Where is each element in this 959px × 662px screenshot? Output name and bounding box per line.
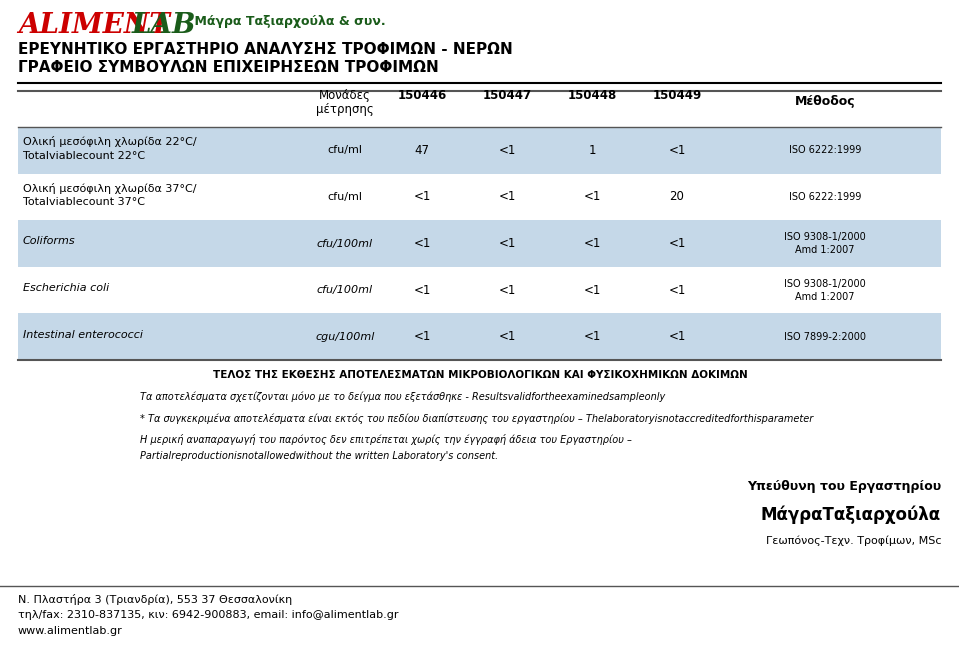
Text: Ολική μεσόφιλη χλωρίδα 37°C/
Totalviablecount 37°C: Ολική μεσόφιλη χλωρίδα 37°C/ Totalviable… xyxy=(23,183,197,207)
Text: <1: <1 xyxy=(413,283,431,297)
Text: ISO 9308-1/2000
Amd 1:2007: ISO 9308-1/2000 Amd 1:2007 xyxy=(784,279,866,302)
Text: <1: <1 xyxy=(668,330,686,343)
Text: www.alimentlab.gr: www.alimentlab.gr xyxy=(18,626,123,636)
Text: <1: <1 xyxy=(583,283,600,297)
Text: <1: <1 xyxy=(499,191,516,203)
Text: τηλ/fax: 2310-837135, κιν: 6942-900883, email: info@alimentlab.gr: τηλ/fax: 2310-837135, κιν: 6942-900883, … xyxy=(18,610,399,620)
Text: Τα αποτελέσματα σχετίζονται μόνο με το δείγμα που εξετάσθηκε - Resultsvalidforth: Τα αποτελέσματα σχετίζονται μόνο με το δ… xyxy=(140,392,666,402)
Text: 150446: 150446 xyxy=(397,89,447,102)
Text: <1: <1 xyxy=(499,237,516,250)
Text: <1: <1 xyxy=(583,237,600,250)
Text: 20: 20 xyxy=(669,191,685,203)
Bar xyxy=(18,313,941,360)
Text: 1: 1 xyxy=(588,144,596,157)
Text: ΤΕΛΟΣ ΤΗΣ ΕΚΘΕΣΗΣ ΑΠΟΤΕΛΕΣΜΑΤΩΝ ΜΙΚΡΟΒΙΟΛΟΓΙΚΩΝ ΚΑΙ ΦΥΣΙΚΟΧΗΜΙΚΩΝ ΔΟΚΙΜΩΝ: ΤΕΛΟΣ ΤΗΣ ΕΚΘΕΣΗΣ ΑΠΟΤΕΛΕΣΜΑΤΩΝ ΜΙΚΡΟΒΙΟ… xyxy=(213,370,747,380)
Text: <1: <1 xyxy=(583,191,600,203)
Text: 150449: 150449 xyxy=(652,89,702,102)
Text: Intestinal enterococci: Intestinal enterococci xyxy=(23,330,143,340)
Text: Μονάδες: Μονάδες xyxy=(319,89,371,102)
Text: ISO 6222:1999: ISO 6222:1999 xyxy=(789,192,861,202)
Text: 47: 47 xyxy=(414,144,430,157)
Text: LAB: LAB xyxy=(132,12,197,39)
Text: <1: <1 xyxy=(668,283,686,297)
Text: ΜάγραΤαξιαρχούλα: ΜάγραΤαξιαρχούλα xyxy=(760,505,941,524)
Text: cfu/100ml: cfu/100ml xyxy=(316,285,373,295)
Text: Ν. Πλαστήρα 3 (Τριανδρία), 553 37 Θεσσαλονίκη: Ν. Πλαστήρα 3 (Τριανδρία), 553 37 Θεσσαλ… xyxy=(18,594,292,605)
Text: <1: <1 xyxy=(668,237,686,250)
Text: <1: <1 xyxy=(413,330,431,343)
Text: <1: <1 xyxy=(668,144,686,157)
Text: * Τα συγκεκριμένα αποτελέσματα είναι εκτός του πεδίου διαπίστευσης του εργαστηρί: * Τα συγκεκριμένα αποτελέσματα είναι εκτ… xyxy=(140,413,813,424)
Text: ISO 7899-2:2000: ISO 7899-2:2000 xyxy=(784,332,866,342)
Text: Coliforms: Coliforms xyxy=(23,236,76,246)
Text: ΓΡΑΦΕΙΟ ΣΥΜΒΟΥΛΩΝ ΕΠΙΧΕΙΡΗΣΕΩΝ ΤΡΟΦΙΜΩΝ: ΓΡΑΦΕΙΟ ΣΥΜΒΟΥΛΩΝ ΕΠΙΧΕΙΡΗΣΕΩΝ ΤΡΟΦΙΜΩΝ xyxy=(18,60,439,75)
Text: ALIMENT: ALIMENT xyxy=(18,12,170,39)
Text: <1: <1 xyxy=(499,144,516,157)
Text: ISO 9308-1/2000
Amd 1:2007: ISO 9308-1/2000 Amd 1:2007 xyxy=(784,232,866,255)
Text: 150447: 150447 xyxy=(482,89,531,102)
Text: cfu/100ml: cfu/100ml xyxy=(316,238,373,248)
Text: Ολική μεσόφιλη χλωρίδα 22°C/
Totalviablecount 22°C: Ολική μεσόφιλη χλωρίδα 22°C/ Totalviable… xyxy=(23,136,197,161)
Text: Υπεύθυνη του Εργαστηρίου: Υπεύθυνη του Εργαστηρίου xyxy=(747,480,941,493)
Text: ISO 6222:1999: ISO 6222:1999 xyxy=(789,145,861,156)
Text: Γεωπόνος-Τεχν. Τροφίμων, MSc: Γεωπόνος-Τεχν. Τροφίμων, MSc xyxy=(765,535,941,545)
Text: ΕΡΕΥΝΗΤΙΚΟ ΕΡΓΑΣΤΗΡΙΟ ΑΝΑΛΥΣΗΣ ΤΡΟΦΙΜΩΝ - ΝΕΡΩΝ: ΕΡΕΥΝΗΤΙΚΟ ΕΡΓΑΣΤΗΡΙΟ ΑΝΑΛΥΣΗΣ ΤΡΟΦΙΜΩΝ … xyxy=(18,42,513,57)
Text: - Μάγρα Ταξιαρχούλα & συν.: - Μάγρα Ταξιαρχούλα & συν. xyxy=(185,15,386,28)
Text: Escherichia coli: Escherichia coli xyxy=(23,283,109,293)
Text: <1: <1 xyxy=(413,191,431,203)
Text: <1: <1 xyxy=(499,283,516,297)
Bar xyxy=(18,220,941,267)
Text: 150448: 150448 xyxy=(568,89,617,102)
Text: Η μερική αναπαραγωγή του παρόντος δεν επιτρέπεται χωρίς την έγγραφή άδεια του Ερ: Η μερική αναπαραγωγή του παρόντος δεν επ… xyxy=(140,434,632,445)
Text: <1: <1 xyxy=(413,237,431,250)
Text: cgu/100ml: cgu/100ml xyxy=(316,332,375,342)
Text: Partialreproductionisnotallowedwithout the written Laboratory's consent.: Partialreproductionisnotallowedwithout t… xyxy=(140,451,499,461)
Text: <1: <1 xyxy=(499,330,516,343)
Text: cfu/ml: cfu/ml xyxy=(328,192,363,202)
Text: Μέθοδος: Μέθοδος xyxy=(795,95,855,108)
Text: <1: <1 xyxy=(583,330,600,343)
Bar xyxy=(18,127,941,173)
Text: μέτρησης: μέτρησης xyxy=(316,103,374,116)
Text: cfu/ml: cfu/ml xyxy=(328,145,363,156)
